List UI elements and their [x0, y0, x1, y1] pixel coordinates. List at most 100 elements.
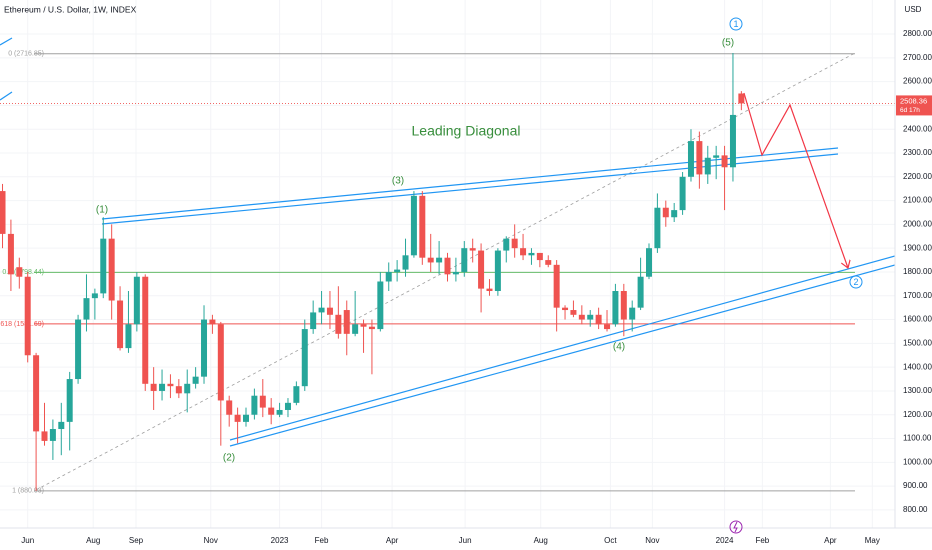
y-tick-label: 2800.00: [903, 29, 932, 38]
candle-body: [335, 314, 342, 334]
candle-body: [662, 207, 669, 218]
y-tick-label: 2000.00: [903, 219, 932, 228]
y-tick-label: 1200.00: [903, 410, 932, 419]
candle-body: [738, 93, 745, 104]
y-tick-label: 1100.00: [903, 434, 932, 443]
y-tick-label: 2700.00: [903, 53, 932, 62]
candle-body: [16, 267, 23, 277]
candle-body: [687, 141, 694, 177]
candle-body: [696, 141, 703, 175]
y-tick-label: 1800.00: [903, 267, 932, 276]
candle-body: [452, 271, 459, 275]
candle-body: [167, 383, 174, 387]
candle-body: [536, 252, 543, 261]
candle-body: [343, 310, 350, 334]
candle-body: [595, 314, 602, 325]
x-tick-label: Aug: [86, 536, 100, 545]
candle-body: [284, 402, 291, 410]
candle-body: [511, 238, 518, 249]
fib-label: 0.618 (1581.69): [0, 321, 44, 328]
y-tick-label: 2600.00: [903, 77, 932, 86]
candle-body: [41, 431, 48, 441]
price-tag-value: 2508.36: [900, 96, 927, 105]
candle-body: [108, 238, 115, 301]
candle-body: [301, 329, 308, 387]
x-tick-label: Apr: [824, 536, 837, 545]
candle-body: [377, 281, 384, 330]
wave-labels: (1) (2) (3) (4) (5): [96, 38, 734, 464]
circle-marker: [729, 17, 743, 31]
wave-label: (1): [96, 205, 108, 216]
candle-body: [150, 383, 157, 391]
x-tick-label: May: [865, 536, 880, 545]
candle-body: [75, 319, 82, 380]
y-tick-label: 1900.00: [903, 243, 932, 252]
candle-body: [310, 312, 317, 330]
candle-body: [24, 276, 31, 356]
candle-body: [436, 257, 443, 263]
candle-body: [7, 233, 14, 275]
candle-body: [326, 307, 333, 315]
candle-body: [620, 291, 627, 320]
y-tick-label: 1400.00: [903, 362, 932, 371]
candle-body: [545, 260, 552, 265]
x-tick-label: Oct: [604, 536, 617, 545]
wave-label: (2): [223, 453, 235, 464]
event-icon-bolt: [733, 521, 738, 533]
x-tick-label: Nov: [204, 536, 218, 545]
candle-body: [226, 400, 233, 415]
candle-body: [268, 407, 275, 415]
y-tick-label: 1700.00: [903, 291, 932, 300]
candle-body: [251, 395, 258, 415]
candle-body: [612, 291, 619, 325]
x-tick-label: Feb: [315, 536, 329, 545]
candle-body: [352, 324, 359, 334]
x-tick-label: Nov: [645, 536, 659, 545]
candles: [0, 53, 895, 491]
candle-body: [66, 379, 73, 422]
candle-body: [217, 324, 224, 401]
candle-body: [259, 395, 266, 408]
projection-path: [743, 92, 848, 268]
candle-body: [276, 409, 283, 415]
currency: USD: [905, 5, 922, 14]
candle-body: [49, 429, 56, 441]
circle-label: 1: [733, 19, 738, 29]
candle-body: [318, 307, 325, 313]
x-tick-label: Aug: [534, 536, 548, 545]
candle-body: [486, 288, 493, 292]
x-tick-label: 2024: [716, 536, 734, 545]
candle-body: [91, 293, 98, 299]
candle-body: [654, 207, 661, 249]
symbol-header: Ethereum / U.S. Dollar, 1W, INDEX: [4, 4, 137, 14]
candle-body: [570, 310, 577, 315]
candle-body: [427, 257, 434, 263]
lower-trendline: [229, 255, 895, 441]
candle-body: [159, 383, 166, 391]
axes: 800.00 900.00 1000.00 1100.00 1200.00 1300.00…: [21, 29, 932, 545]
candle-body: [293, 386, 300, 403]
candle-body: [604, 324, 611, 330]
candle-body: [83, 298, 90, 320]
candle-body: [209, 319, 216, 325]
candle-body: [721, 155, 728, 168]
wave-label: (3): [392, 176, 404, 187]
candle-body: [469, 248, 476, 251]
x-tick-label: Jun: [459, 536, 472, 545]
candle-body: [175, 386, 182, 394]
trend-fragment: [0, 37, 13, 46]
upper-trendline: [101, 153, 839, 225]
candle-body: [385, 271, 392, 282]
candle-body: [503, 238, 510, 251]
candle-body: [133, 276, 140, 325]
candle-body: [368, 326, 375, 330]
candle-body: [578, 314, 585, 320]
candle-body: [553, 264, 560, 308]
candle-body: [729, 114, 736, 168]
candle-body: [0, 191, 6, 234]
x-tick-label: Sep: [129, 536, 144, 545]
candle-body: [117, 300, 124, 349]
candle-body: [587, 314, 594, 320]
x-tick-label: Feb: [755, 536, 769, 545]
